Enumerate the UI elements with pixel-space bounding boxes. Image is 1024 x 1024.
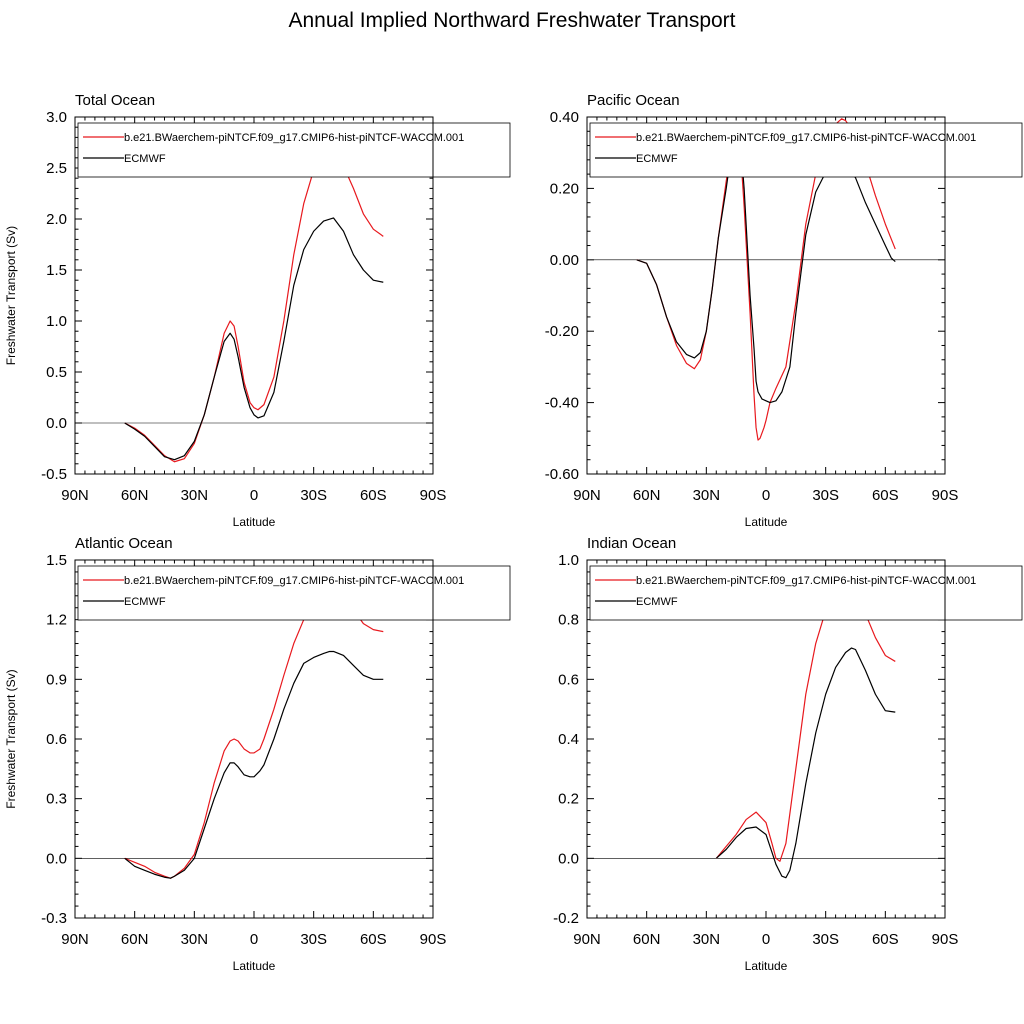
series-line-model [715, 583, 896, 862]
legend-box [589, 565, 1023, 621]
x-tick-label: 30N [693, 487, 721, 504]
x-tick-label: 90S [420, 487, 447, 504]
x-tick-label: 0 [762, 931, 770, 948]
y-tick-label: 0.0 [558, 850, 579, 867]
x-tick-label: 30N [181, 931, 209, 948]
legend-label-ecmwf: ECMWF [636, 596, 678, 608]
y-axis-label: Freshwater Transport (Sv) [4, 669, 18, 808]
x-tick-label: 60S [872, 487, 899, 504]
y-tick-label: 0.6 [46, 731, 67, 748]
legend: b.e21.BWaerchem-piNTCF.f09_g17.CMIP6-his… [77, 565, 511, 621]
legend-box [77, 122, 511, 178]
panel-pacific-ocean: Pacific Ocean 90N 60N 30N 0 30S 60S 90S -0.60 -0.… [545, 92, 1023, 529]
x-tick-label: 60N [633, 487, 661, 504]
series-line-ecmwf [124, 217, 384, 461]
legend-label-ecmwf: ECMWF [636, 153, 678, 165]
y-tick-label: 0.00 [550, 252, 579, 269]
x-tick-label: 90N [573, 487, 601, 504]
x-tick-label: 90S [420, 931, 447, 948]
series-line-model [636, 118, 896, 441]
x-tick-label: 30N [181, 487, 209, 504]
y-tick-label: 0.20 [550, 180, 579, 197]
x-axis-label: Latitude [233, 959, 276, 973]
y-axis-label: Freshwater Transport (Sv) [4, 226, 18, 365]
y-tick-label: -0.40 [545, 395, 579, 412]
figure-title: Annual Implied Northward Freshwater Tran… [288, 9, 735, 32]
legend-label-model: b.e21.BWaerchem-piNTCF.f09_g17.CMIP6-his… [124, 132, 464, 144]
x-tick-label: 30N [693, 931, 721, 948]
plot-frame [586, 559, 946, 919]
y-tick-label: 0.3 [46, 791, 67, 808]
panel-title: Indian Ocean [587, 535, 676, 552]
y-tick-label: 0.5 [46, 364, 67, 381]
y-tick-label: 1.0 [558, 552, 579, 569]
plot-frame [586, 116, 946, 475]
plot-frame [74, 559, 434, 919]
x-tick-label: 90N [61, 931, 89, 948]
x-tick-label: 60N [121, 487, 149, 504]
panel-title: Total Ocean [75, 92, 155, 109]
legend-box [77, 565, 511, 621]
panel-atlantic-ocean: Atlantic Ocean 90N 60N 30N 0 30S 60S 90S -0.3 0.0… [4, 535, 511, 973]
legend: b.e21.BWaerchem-piNTCF.f09_g17.CMIP6-his… [589, 565, 1023, 621]
x-tick-label: 60N [121, 931, 149, 948]
y-tick-label: 0.8 [558, 612, 579, 629]
y-tick-label: 0.0 [46, 415, 67, 432]
series-line-ecmwf [715, 647, 896, 879]
legend-box [589, 122, 1023, 178]
legend-label-model: b.e21.BWaerchem-piNTCF.f09_g17.CMIP6-his… [124, 575, 464, 587]
y-tick-label: 0.40 [550, 109, 579, 126]
panel-total-ocean: Total Ocean 90N 60N 30N 0 30S 60S 90S -0.5 0.0 0.5… [4, 92, 511, 529]
x-tick-label: 60S [872, 931, 899, 948]
series-line-model [124, 154, 384, 463]
x-tick-label: 90N [573, 931, 601, 948]
legend: b.e21.BWaerchem-piNTCF.f09_g17.CMIP6-his… [589, 122, 1023, 178]
x-tick-label: 30S [812, 487, 839, 504]
x-axis-label: Latitude [745, 515, 788, 529]
y-tick-label: 1.5 [46, 552, 67, 569]
panel-indian-ocean: Indian Ocean 90N 60N 30N 0 30S 60S 90S -0.2 0.0 0.… [553, 535, 1023, 973]
legend: b.e21.BWaerchem-piNTCF.f09_g17.CMIP6-his… [77, 122, 511, 178]
panel-title: Pacific Ocean [587, 92, 680, 109]
x-tick-label: 60N [633, 931, 661, 948]
x-tick-label: 30S [300, 487, 327, 504]
y-tick-label: 0.0 [46, 850, 67, 867]
x-tick-label: 90S [932, 931, 959, 948]
y-tick-label: 1.0 [46, 313, 67, 330]
x-axis-label: Latitude [745, 959, 788, 973]
series-line-ecmwf [124, 650, 384, 879]
y-tick-label: 3.0 [46, 109, 67, 126]
y-tick-label: 0.4 [558, 731, 579, 748]
y-tick-label: 2.5 [46, 160, 67, 177]
y-tick-label: -0.2 [553, 910, 579, 927]
series-line-model [124, 595, 384, 879]
y-tick-label: 1.5 [46, 262, 67, 279]
x-tick-label: 0 [250, 931, 258, 948]
x-tick-label: 60S [360, 931, 387, 948]
x-tick-label: 0 [762, 487, 770, 504]
x-tick-label: 0 [250, 487, 258, 504]
y-tick-label: -0.3 [41, 910, 67, 927]
y-tick-label: -0.20 [545, 323, 579, 340]
y-tick-label: -0.60 [545, 466, 579, 483]
y-tick-label: 0.2 [558, 791, 579, 808]
x-tick-label: 30S [812, 931, 839, 948]
x-axis-label: Latitude [233, 515, 276, 529]
y-tick-label: -0.5 [41, 466, 67, 483]
x-tick-label: 90S [932, 487, 959, 504]
legend-label-model: b.e21.BWaerchem-piNTCF.f09_g17.CMIP6-his… [636, 132, 976, 144]
legend-label-model: b.e21.BWaerchem-piNTCF.f09_g17.CMIP6-his… [636, 575, 976, 587]
panel-title: Atlantic Ocean [75, 535, 173, 552]
x-tick-label: 30S [300, 931, 327, 948]
y-tick-label: 2.0 [46, 211, 67, 228]
y-tick-label: 0.9 [46, 671, 67, 688]
y-tick-label: 0.6 [558, 671, 579, 688]
plot-frame [74, 116, 434, 475]
y-tick-label: 1.2 [46, 612, 67, 629]
legend-label-ecmwf: ECMWF [124, 596, 166, 608]
legend-label-ecmwf: ECMWF [124, 153, 166, 165]
x-tick-label: 60S [360, 487, 387, 504]
x-tick-label: 90N [61, 487, 89, 504]
